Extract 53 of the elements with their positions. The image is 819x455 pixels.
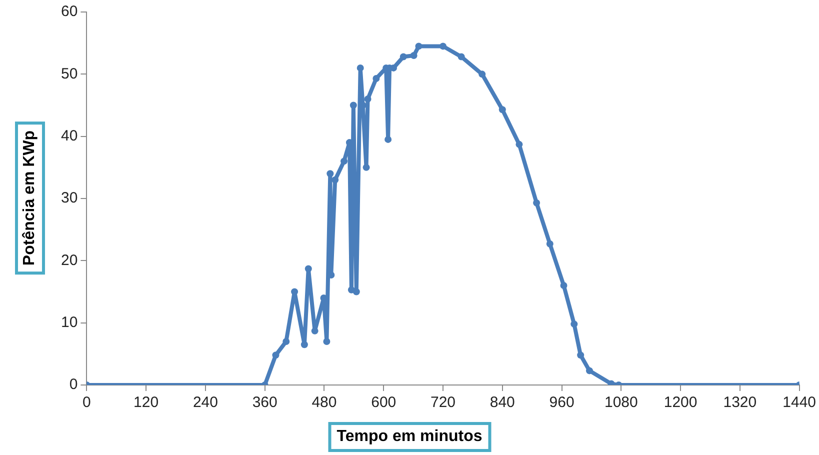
point xyxy=(326,170,334,178)
x-axis-title: Tempo em minutos xyxy=(328,422,492,452)
point xyxy=(440,42,446,50)
y-tick-label: 40 xyxy=(60,127,78,144)
y-axis-title: Potência em KWp xyxy=(15,121,45,275)
point xyxy=(415,42,422,50)
y-tick-label: 30 xyxy=(60,190,78,207)
x-tick-label: 1320 xyxy=(723,394,757,412)
point xyxy=(272,352,280,359)
point xyxy=(332,176,339,184)
y-tick-label: 60 xyxy=(60,3,78,20)
point xyxy=(372,75,380,82)
x-tick-label: 960 xyxy=(549,394,574,412)
point xyxy=(384,136,392,143)
point xyxy=(311,327,318,334)
x-tick-label: 120 xyxy=(134,394,159,412)
point xyxy=(282,338,290,345)
point xyxy=(350,102,357,109)
x-tick-label: 720 xyxy=(430,394,456,412)
point xyxy=(323,338,330,345)
point xyxy=(458,53,465,60)
x-tick-label: 1200 xyxy=(664,394,698,412)
x-tick-label: 600 xyxy=(371,394,396,412)
point xyxy=(516,140,523,148)
y-tick-label: 10 xyxy=(60,314,78,331)
x-tick-label: 240 xyxy=(192,394,218,412)
y-tick-label: 20 xyxy=(60,252,78,269)
x-tick-label: 1080 xyxy=(604,394,638,412)
y-tick-label: 50 xyxy=(60,65,78,82)
point xyxy=(400,53,407,60)
x-tick-label: 480 xyxy=(312,394,337,412)
point xyxy=(577,352,584,359)
x-tick-label: 0 xyxy=(82,394,91,412)
point xyxy=(340,158,348,165)
point xyxy=(570,320,578,328)
point xyxy=(362,164,370,171)
point xyxy=(352,288,360,296)
point xyxy=(291,288,298,296)
y-tick-label: 0 xyxy=(69,376,78,394)
point xyxy=(560,282,568,290)
point xyxy=(356,64,364,72)
point xyxy=(498,106,506,114)
point xyxy=(410,52,418,60)
x-tick-label: 840 xyxy=(490,394,515,412)
point xyxy=(586,367,593,374)
point xyxy=(304,265,312,272)
point xyxy=(364,96,372,103)
point xyxy=(533,199,540,206)
point xyxy=(300,341,308,348)
point xyxy=(546,240,554,248)
point xyxy=(478,70,486,78)
x-tick-label: 1440 xyxy=(782,394,816,412)
x-tick-label: 360 xyxy=(252,394,278,412)
